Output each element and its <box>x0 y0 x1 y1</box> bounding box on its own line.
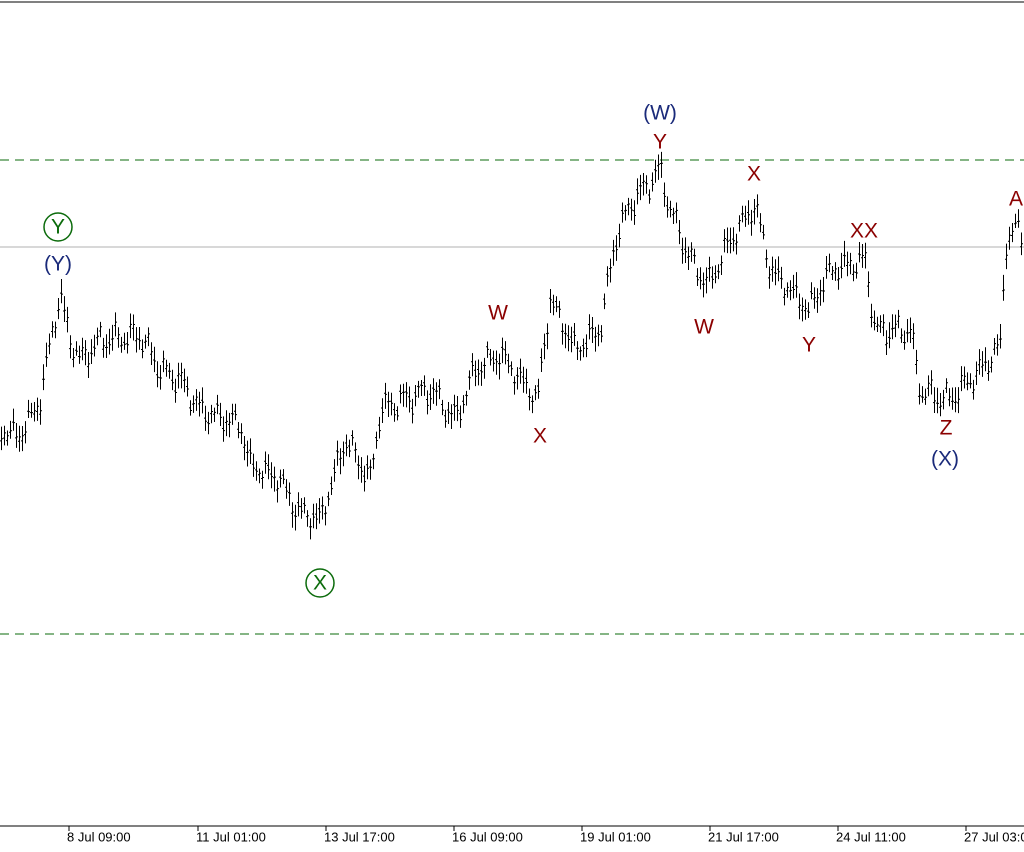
wave-label: Y <box>653 131 667 154</box>
wave-label: Z <box>940 417 953 440</box>
time-label: 13 Jul 17:00 <box>324 829 395 844</box>
circled-wave-labels: Y X <box>43 212 335 598</box>
wave-label: (Y) <box>44 253 72 276</box>
wave-label: X <box>747 163 761 186</box>
time-label: 11 Jul 01:00 <box>196 829 266 844</box>
wave-label: X <box>313 572 327 595</box>
time-label: 27 Jul 03:00 <box>964 829 1024 844</box>
wave-label: Y <box>802 334 816 357</box>
wave-label: A <box>1009 188 1023 211</box>
label-circle <box>305 568 335 598</box>
wave-label: (W) <box>643 102 677 125</box>
label-circle <box>43 212 73 242</box>
wave-label: W <box>488 302 508 325</box>
wave-label: W <box>694 316 714 339</box>
wave-label: X <box>533 425 547 448</box>
time-label: 16 Jul 09:00 <box>452 829 523 844</box>
wave-label: XX <box>850 220 878 243</box>
time-label: 19 Jul 01:00 <box>580 829 651 844</box>
time-axis-labels: 0 8 Jul 09:00 11 Jul 01:00 13 Jul 17:00 … <box>67 829 1024 844</box>
minor-wave-labels: Y X A XX W W Y X Z <box>488 131 1023 448</box>
time-label: 21 Jul 17:00 <box>708 829 779 844</box>
major-wave-labels: (Y) (W) (X) <box>44 102 959 471</box>
time-label: 8 Jul 09:00 <box>67 829 131 844</box>
wave-label: (X) <box>931 448 959 471</box>
wave-label: Y <box>51 216 65 239</box>
price-bars <box>0 151 1023 540</box>
time-label: 24 Jul 11:00 <box>836 829 906 844</box>
